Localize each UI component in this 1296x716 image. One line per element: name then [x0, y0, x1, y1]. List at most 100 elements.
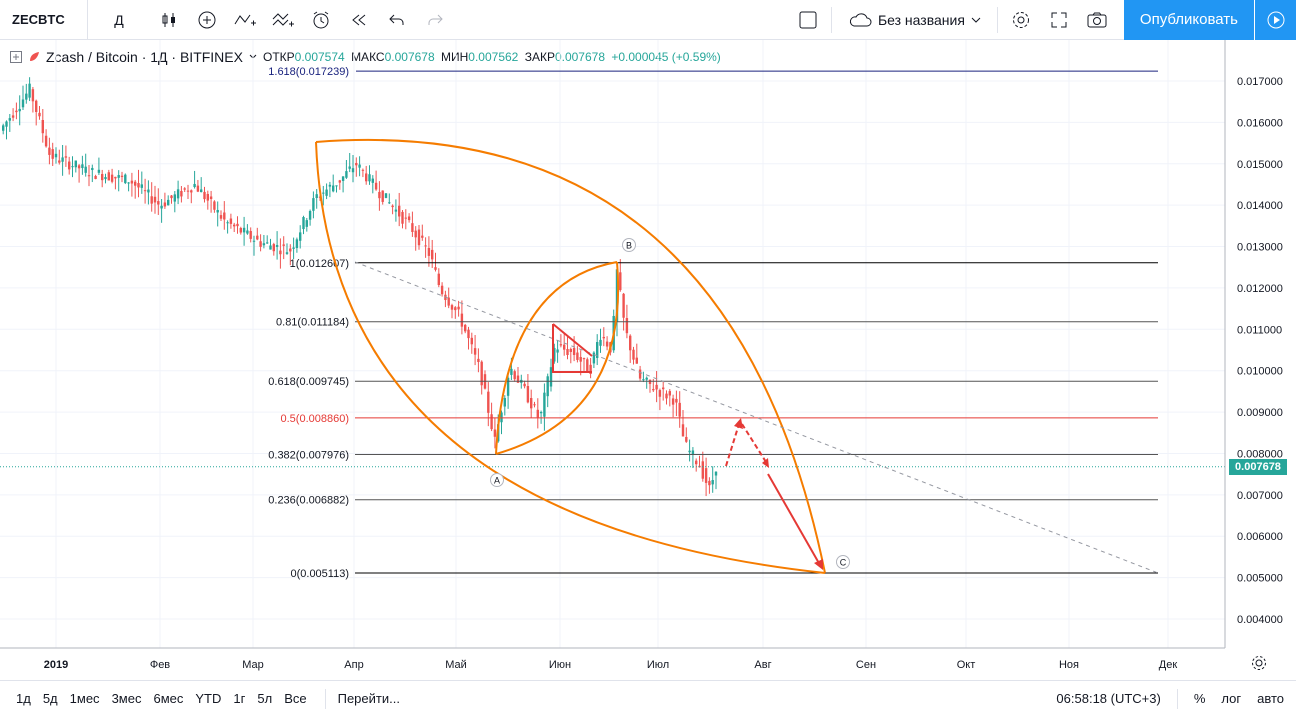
gear-teeth	[1252, 656, 1266, 670]
candle-body	[262, 243, 266, 246]
clock-timezone[interactable]: 06:58:18 (UTC+3)	[1056, 691, 1161, 706]
fullscreen-icon[interactable]	[1040, 0, 1078, 40]
candles-icon[interactable]	[150, 0, 188, 40]
candle-body	[110, 174, 114, 182]
publish-button[interactable]: Опубликовать	[1123, 0, 1254, 40]
range-button[interactable]: 5л	[257, 691, 273, 706]
point-marker	[490, 473, 504, 487]
candle-body	[58, 160, 61, 163]
point-marker	[836, 555, 850, 569]
fib-wedge-outer-arc	[315, 138, 826, 574]
candle-body	[361, 169, 365, 171]
range-button[interactable]: 3мес	[111, 691, 142, 706]
candle-body	[457, 306, 460, 310]
candle-body	[714, 471, 718, 476]
compare-icon[interactable]	[264, 0, 302, 40]
range-button[interactable]: Все	[284, 691, 307, 706]
range-buttons: 1д 5д 1мес 3мес 6мес YTD 1г 5л Все	[0, 691, 313, 706]
y-tick-label: 0.010000	[1237, 366, 1283, 378]
toolbar-separator	[996, 6, 998, 33]
range-button[interactable]: 1г	[233, 691, 246, 706]
interval-button[interactable]: Д	[88, 0, 150, 40]
candle-body	[226, 222, 229, 224]
range-button[interactable]: 1д	[16, 691, 31, 706]
candle-body	[642, 379, 645, 381]
candle-body	[605, 341, 609, 347]
x-tick-label: Фев	[150, 659, 170, 671]
symbol-search[interactable]: ZECBTC	[0, 0, 88, 40]
range-button[interactable]: 6мес	[153, 691, 184, 706]
candle-body	[513, 371, 516, 380]
candle-body	[351, 168, 355, 173]
settings-icon[interactable]	[1002, 0, 1040, 40]
bottom-right-controls: 06:58:18 (UTC+3) % лог авто	[1056, 688, 1296, 709]
candle-body	[533, 404, 536, 406]
y-tick-label: 0.009000	[1237, 407, 1283, 419]
candle-body	[566, 349, 569, 356]
candle-body	[464, 324, 467, 332]
candle-body	[371, 178, 374, 183]
candle-body	[140, 184, 143, 188]
candle-body	[200, 189, 203, 193]
gear-hub	[1255, 659, 1263, 667]
fullscreen-toggle-icon[interactable]	[789, 0, 827, 40]
auto-scale-toggle[interactable]: авто	[1257, 691, 1284, 706]
current-price-label: 0.007678	[1235, 461, 1281, 473]
candle-body	[292, 247, 295, 249]
top-toolbar: ZECBTC Д Без названия	[0, 0, 1296, 40]
triangle-pattern	[552, 323, 593, 373]
candle-body	[378, 191, 381, 199]
range-button[interactable]: 5д	[42, 691, 58, 706]
camera-icon[interactable]	[1078, 0, 1116, 40]
candlestick-series	[2, 77, 718, 497]
percent-scale-toggle[interactable]: %	[1193, 691, 1206, 706]
candle-body	[176, 189, 180, 199]
goto-date-button[interactable]: Перейти...	[337, 691, 400, 706]
candle-body	[332, 185, 335, 192]
candle-body	[526, 385, 530, 403]
candle-body	[295, 239, 299, 249]
redo-icon[interactable]	[416, 0, 454, 40]
price-chart[interactable]: 1.618(0.017239) 1(0.012607) 0.81(0.011184)…	[0, 40, 1296, 680]
candle-body	[193, 183, 196, 188]
candle-body	[629, 335, 632, 351]
candle-body	[602, 336, 605, 339]
axis-settings-icon[interactable]	[1252, 656, 1266, 670]
candle-body	[269, 245, 272, 250]
candle-body	[31, 89, 35, 102]
candle-body	[394, 209, 398, 212]
open-value: 0.007574	[294, 50, 345, 64]
alert-icon[interactable]	[302, 0, 340, 40]
candle-body	[688, 450, 691, 453]
indicators-icon[interactable]	[226, 0, 264, 40]
add-indicator-icon[interactable]	[188, 0, 226, 40]
range-button[interactable]: YTD	[195, 691, 222, 706]
candle-body	[163, 202, 167, 207]
play-icon[interactable]	[1254, 0, 1296, 40]
candle-body	[94, 175, 97, 179]
candle-body	[315, 194, 318, 199]
fib-level-label: 0(0.005113)	[290, 568, 349, 580]
arrow-head	[762, 458, 769, 468]
expand-icon[interactable]	[10, 51, 22, 63]
candle-body	[619, 272, 622, 291]
range-button[interactable]: 1мес	[69, 691, 100, 706]
log-scale-toggle[interactable]: лог	[1221, 691, 1242, 706]
candle-body	[460, 313, 464, 327]
y-tick-label: 0.011000	[1237, 324, 1282, 336]
point-label: A	[494, 476, 500, 486]
candle-body	[87, 175, 91, 177]
candle-body	[341, 176, 345, 181]
undo-icon[interactable]	[378, 0, 416, 40]
candle-body	[335, 185, 338, 187]
candle-body	[368, 174, 371, 182]
bottom-toolbar: 1д 5д 1мес 3мес 6мес YTD 1г 5л Все Перейти... 06…	[0, 680, 1296, 716]
candle-body	[68, 161, 71, 170]
candle-body	[701, 461, 704, 479]
y-tick-label: 0.016000	[1237, 117, 1283, 129]
replay-icon[interactable]	[340, 0, 378, 40]
candle-body	[596, 342, 599, 358]
candle-body	[549, 367, 553, 387]
candle-body	[500, 412, 503, 423]
layout-menu[interactable]: Без названия	[836, 0, 993, 40]
